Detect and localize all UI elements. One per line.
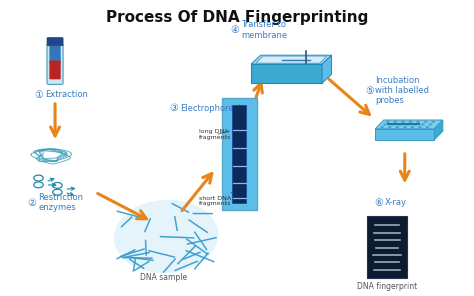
Circle shape	[380, 126, 384, 128]
Text: DNA fingerprint: DNA fingerprint	[357, 282, 417, 291]
Text: long DNA
fragments: long DNA fragments	[199, 129, 232, 140]
Polygon shape	[375, 120, 443, 129]
Circle shape	[406, 123, 410, 126]
Text: ⑥: ⑥	[374, 197, 383, 207]
Polygon shape	[256, 56, 327, 63]
Circle shape	[403, 126, 407, 128]
FancyBboxPatch shape	[49, 46, 61, 63]
FancyBboxPatch shape	[232, 105, 246, 202]
Polygon shape	[434, 120, 443, 140]
Circle shape	[409, 120, 412, 123]
Polygon shape	[251, 55, 331, 64]
FancyBboxPatch shape	[47, 44, 63, 84]
Circle shape	[418, 126, 422, 128]
Circle shape	[421, 123, 425, 126]
Ellipse shape	[114, 200, 219, 273]
Circle shape	[388, 126, 392, 128]
FancyBboxPatch shape	[47, 38, 63, 46]
FancyBboxPatch shape	[222, 98, 257, 210]
Circle shape	[428, 123, 432, 126]
Text: Restriction
enzymes: Restriction enzymes	[38, 193, 83, 212]
Text: short DNA
fragments: short DNA fragments	[199, 192, 232, 206]
Text: Extraction: Extraction	[46, 91, 89, 99]
Circle shape	[416, 120, 420, 123]
Text: DNA sample: DNA sample	[140, 273, 187, 282]
Text: Transfer to
membrane: Transfer to membrane	[241, 20, 287, 40]
Circle shape	[426, 126, 429, 128]
Circle shape	[395, 126, 399, 128]
Text: ②: ②	[27, 197, 36, 207]
Circle shape	[386, 120, 390, 123]
Text: Incubation
with labelled
probes: Incubation with labelled probes	[375, 76, 429, 105]
Text: ⑤: ⑤	[365, 86, 374, 96]
Circle shape	[401, 120, 405, 123]
Text: Electrophoresis: Electrophoresis	[180, 104, 245, 113]
FancyBboxPatch shape	[49, 60, 61, 79]
Polygon shape	[375, 129, 434, 140]
Circle shape	[424, 120, 428, 123]
Circle shape	[393, 120, 397, 123]
Text: Process Of DNA Fingerprinting: Process Of DNA Fingerprinting	[106, 9, 368, 25]
Text: ④: ④	[231, 25, 239, 35]
Circle shape	[391, 123, 394, 126]
Text: ③: ③	[169, 103, 178, 113]
FancyBboxPatch shape	[367, 216, 407, 278]
Polygon shape	[322, 55, 331, 83]
Circle shape	[398, 123, 402, 126]
Circle shape	[431, 120, 435, 123]
Circle shape	[413, 123, 417, 126]
Text: X-ray: X-ray	[384, 198, 406, 207]
Polygon shape	[251, 64, 322, 83]
Text: ①: ①	[35, 90, 43, 100]
Circle shape	[410, 126, 414, 128]
Circle shape	[383, 123, 387, 126]
